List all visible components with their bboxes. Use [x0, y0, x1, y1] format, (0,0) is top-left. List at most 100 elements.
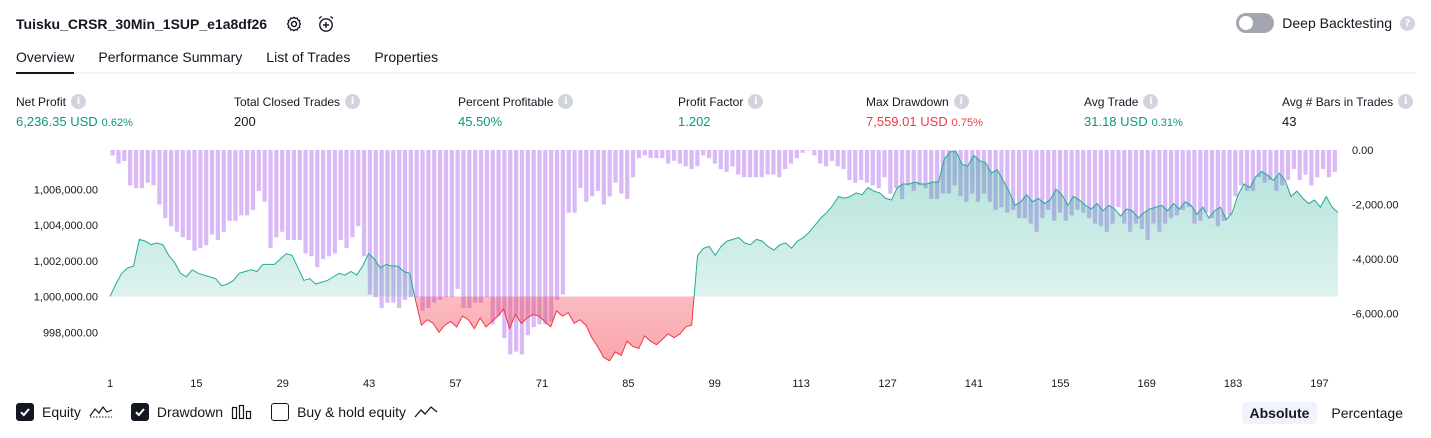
drawdown-bar — [630, 150, 636, 178]
drawdown-bar — [326, 150, 332, 257]
drawdown-bar — [1040, 150, 1045, 219]
drawdown-bar — [724, 150, 729, 172]
drawdown-bar — [841, 150, 846, 170]
alarm-plus-icon[interactable] — [315, 13, 337, 35]
drawdown-bar — [695, 150, 700, 167]
info-icon[interactable]: i — [748, 94, 764, 109]
drawdown-bar — [1280, 150, 1285, 186]
drawdown-bars-icon — [231, 404, 252, 420]
drawdown-bar — [133, 150, 139, 189]
legend-equity-label: Equity — [42, 404, 81, 420]
equity-drawdown-chart[interactable]: 1,006,000.00 1,004,000.00 1,002,000.00 1,00… — [0, 140, 1431, 396]
x-axis-tick: 43 — [363, 378, 375, 390]
tab-performance-summary[interactable]: Performance Summary — [98, 49, 243, 65]
help-icon[interactable]: ? — [1400, 15, 1415, 31]
chart-mode-switch: Absolute Percentage — [1241, 402, 1412, 424]
drawdown-bar — [923, 150, 928, 189]
drawdown-bar — [1011, 150, 1016, 210]
drawdown-bar — [461, 150, 466, 309]
drawdown-bar — [1285, 150, 1291, 180]
drawdown-bar — [157, 150, 162, 205]
drawdown-bar — [765, 150, 770, 175]
drawdown-bar — [432, 150, 437, 303]
legend-equity[interactable]: Equity — [16, 403, 113, 421]
drawdown-bar — [379, 150, 384, 309]
drawdown-bar — [1227, 150, 1232, 216]
legend-buy-hold[interactable]: Buy & hold equity — [271, 403, 438, 421]
left-axis-tick: 998,000.00 — [43, 327, 98, 339]
metric-label: Net Profit — [16, 94, 67, 109]
drawdown-bar — [549, 150, 554, 322]
equity-fill-profit — [110, 151, 1338, 297]
metric-percent: 0.75% — [951, 117, 983, 129]
gear-icon[interactable] — [283, 13, 305, 35]
drawdown-bar — [788, 150, 794, 164]
info-icon[interactable]: i — [953, 94, 969, 109]
drawdown-bar — [1133, 150, 1139, 224]
drawdown-bar — [818, 150, 823, 164]
info-icon[interactable]: i — [558, 94, 574, 109]
drawdown-bar — [215, 150, 221, 240]
drawdown-bar — [1174, 150, 1180, 216]
drawdown-bar — [1274, 150, 1279, 191]
drawdown-bar — [1204, 150, 1209, 213]
tab-list-of-trades[interactable]: List of Trades — [266, 49, 351, 65]
drawdown-bar — [350, 150, 355, 238]
drawdown-bar — [1005, 150, 1010, 213]
drawdown-bar — [1198, 150, 1203, 221]
legend-drawdown[interactable]: Drawdown — [130, 403, 253, 421]
mode-percentage[interactable]: Percentage — [1331, 405, 1403, 421]
left-axis-tick: 1,006,000.00 — [34, 184, 98, 196]
toggle-knob — [1239, 16, 1254, 30]
drawdown-bar — [367, 150, 373, 295]
mode-absolute[interactable]: Absolute — [1241, 402, 1318, 424]
metric-value: 45.50% — [458, 114, 503, 129]
drawdown-bar — [478, 150, 484, 303]
legend-buy-hold-label: Buy & hold equity — [297, 404, 407, 420]
drawdown-bar — [1180, 150, 1185, 210]
drawdown-bar — [1250, 150, 1256, 191]
info-icon[interactable]: i — [345, 94, 361, 109]
x-axis-tick: 15 — [190, 378, 202, 390]
deep-backtesting-toggle[interactable] — [1236, 13, 1275, 33]
drawdown-bar — [332, 150, 337, 254]
drawdown-checkbox[interactable] — [130, 403, 149, 421]
tab-overview[interactable]: Overview — [16, 48, 75, 74]
drawdown-bar — [443, 150, 449, 298]
strategy-name: Tuisku_CRSR_30Min_1SUP_e1a8df26 — [16, 16, 268, 32]
drawdown-bar — [800, 150, 805, 153]
drawdown-bar — [566, 150, 571, 213]
info-icon[interactable]: i — [1143, 94, 1159, 109]
drawdown-bar — [116, 150, 121, 164]
metric-percent-profitable: Percent Profitable i 45.50% — [458, 94, 574, 129]
drawdown-bar — [894, 150, 899, 189]
equity-checkbox[interactable] — [16, 403, 34, 421]
drawdown-bar — [666, 150, 671, 164]
drawdown-bar — [414, 150, 419, 298]
x-axis-tick: 127 — [878, 378, 896, 390]
drawdown-bar — [391, 150, 396, 303]
drawdown-bar — [297, 150, 302, 240]
right-axis-tick: -4,000.00 — [1352, 254, 1398, 266]
drawdown-bar — [899, 150, 905, 200]
drawdown-bar — [1186, 150, 1191, 208]
info-icon[interactable]: i — [1398, 94, 1414, 109]
metric-percent: 0.31% — [1151, 117, 1183, 129]
drawdown-bar — [473, 150, 478, 303]
buy-hold-line-icon — [414, 406, 438, 418]
left-axis-tick: 1,004,000.00 — [34, 220, 98, 232]
drawdown-bar — [361, 150, 367, 257]
drawdown-bar — [163, 150, 168, 219]
drawdown-bar — [747, 150, 753, 178]
metric-profit-factor: Profit Factor i 1.202 — [678, 94, 764, 129]
drawdown-bar — [484, 150, 489, 298]
tab-properties[interactable]: Properties — [374, 49, 439, 65]
drawdown-bar — [677, 150, 682, 164]
info-icon[interactable]: i — [71, 94, 87, 109]
drawdown-bar — [1215, 150, 1220, 227]
drawdown-bar — [437, 150, 443, 300]
right-axis-tick: -6,000.00 — [1352, 309, 1398, 321]
drawdown-bar — [683, 150, 688, 167]
drawdown-bar — [853, 150, 858, 183]
buy-hold-checkbox[interactable] — [271, 403, 290, 421]
